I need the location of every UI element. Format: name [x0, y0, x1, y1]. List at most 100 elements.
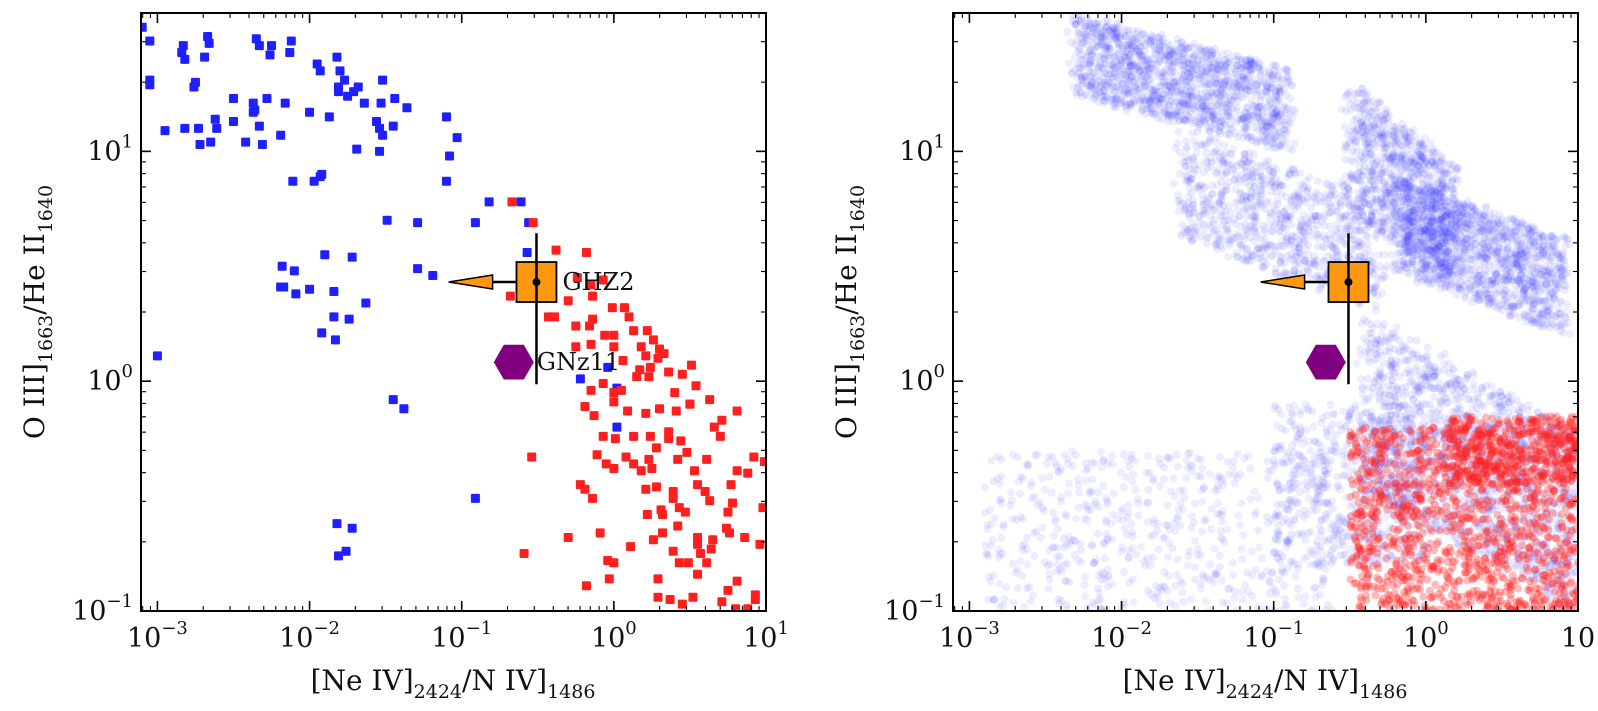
blue-model-grid-point — [1162, 52, 1171, 61]
blue-model-grid-point — [1134, 59, 1143, 68]
blue-model-grid-point — [1241, 76, 1250, 85]
blue-model-grid-point — [1154, 33, 1163, 42]
blue-model-grid-point — [1274, 127, 1283, 136]
blue-model-grid-point — [1275, 89, 1284, 98]
blue-model-grid-point — [1094, 67, 1103, 76]
blue-model-grid-point — [1424, 160, 1433, 169]
red-models-point — [601, 459, 611, 469]
blue-model-grid-point — [1147, 107, 1156, 116]
blue-model-grid-point — [1083, 13, 1092, 22]
blue-model-grid-point — [1270, 132, 1279, 141]
blue-models-point — [265, 50, 275, 60]
blue-model-grid-point — [1429, 170, 1438, 179]
blue-model-grid-point — [1275, 228, 1284, 237]
blue-model-grid-point — [1182, 92, 1191, 101]
blue-model-grid-point — [1199, 196, 1208, 205]
red-models-point — [709, 422, 719, 432]
red-models-point — [645, 431, 655, 441]
blue-model-grid-point — [1115, 76, 1124, 85]
blue-model-grid-point — [1271, 95, 1280, 104]
blue-model-grid-point — [1245, 111, 1254, 120]
blue-model-grid-point — [1076, 30, 1085, 39]
red-models-point — [563, 296, 573, 306]
blue-model-grid-point — [1165, 82, 1174, 91]
blue-model-grid-point — [1263, 122, 1272, 131]
blue-model-grid-point — [1112, 50, 1121, 59]
blue-model-grid-point — [1108, 95, 1117, 104]
red-models-point — [651, 443, 661, 453]
red-models-point — [551, 245, 561, 255]
blue-model-grid-point — [1277, 74, 1286, 83]
blue-model-grid-point — [1250, 75, 1259, 84]
blue-model-grid-point — [1239, 128, 1248, 137]
blue-model-grid-point — [1351, 253, 1360, 262]
blue-model-grid-point — [1423, 372, 1432, 381]
blue-model-grid-point — [1075, 44, 1084, 53]
red-models-point — [673, 454, 683, 464]
blue-model-grid-point — [1166, 76, 1175, 85]
blue-model-grid-point — [1158, 72, 1167, 81]
blue-model-grid-point — [1105, 48, 1114, 57]
gnz11-hexagon-icon — [493, 344, 534, 380]
blue-model-grid-point — [1160, 99, 1169, 108]
blue-model-grid-point — [1420, 364, 1429, 373]
blue-model-grid-point — [1098, 40, 1107, 49]
blue-model-grid-point — [1271, 62, 1280, 71]
blue-model-grid-point — [1161, 71, 1170, 80]
blue-model-grid-point — [1420, 169, 1429, 178]
blue-model-grid-point — [1197, 104, 1206, 113]
blue-model-grid-point — [1148, 86, 1157, 95]
blue-model-grid-point — [1175, 117, 1184, 126]
blue-model-grid-point — [1180, 116, 1189, 125]
blue-model-grid-point — [1376, 98, 1385, 107]
blue-model-grid-point — [1124, 87, 1133, 96]
blue-model-grid-point — [1395, 358, 1404, 367]
red-models-point — [563, 532, 573, 542]
blue-model-grid-point — [1148, 95, 1157, 104]
blue-model-grid-point — [1198, 101, 1207, 110]
blue-model-grid-point — [1080, 22, 1089, 31]
blue-model-grid-point — [1071, 40, 1080, 49]
blue-model-grid-point — [1276, 141, 1285, 150]
blue-model-grid-point — [1113, 23, 1122, 32]
blue-model-grid-point — [1135, 85, 1144, 94]
blue-model-grid-point — [1227, 113, 1236, 122]
blue-model-grid-point — [1226, 149, 1235, 158]
blue-model-grid-point — [1179, 90, 1188, 99]
blue-model-grid-point — [1206, 80, 1215, 89]
blue-model-grid-point — [1240, 115, 1249, 124]
blue-model-grid-point — [1258, 122, 1267, 131]
blue-model-grid-point — [1198, 65, 1207, 74]
blue-model-grid-point — [1127, 102, 1136, 111]
blue-model-grid-point — [1269, 139, 1278, 148]
x-tick-label: 10−1 — [431, 618, 492, 654]
blue-model-grid-point — [1112, 96, 1121, 105]
blue-model-grid-point — [1167, 62, 1176, 71]
blue-model-grid-point — [1126, 49, 1135, 58]
red-models-point — [685, 399, 695, 409]
blue-model-grid-point — [1376, 261, 1385, 270]
blue-model-grid-point — [1260, 135, 1269, 144]
blue-model-grid-point — [1258, 126, 1267, 135]
blue-model-grid-point — [1360, 97, 1369, 106]
blue-model-grid-point — [1124, 26, 1133, 35]
blue-model-grid-point — [1386, 141, 1395, 150]
blue-model-grid-point — [1098, 32, 1107, 41]
blue-model-grid-point — [1265, 213, 1274, 222]
red-models-point — [642, 326, 652, 336]
blue-model-grid-point — [1185, 43, 1194, 52]
blue-model-grid-point — [1166, 45, 1175, 54]
blue-model-grid-point — [1152, 96, 1161, 105]
blue-model-grid-point — [1224, 178, 1233, 187]
blue-model-grid-point — [1183, 76, 1192, 85]
blue-model-grid-point — [1112, 93, 1121, 102]
blue-models-point — [291, 289, 301, 299]
blue-model-grid-point — [1255, 102, 1264, 111]
blue-model-grid-point — [1184, 53, 1193, 62]
blue-model-grid-point — [1240, 123, 1249, 132]
blue-models-point — [200, 52, 210, 62]
blue-model-grid-point — [1146, 99, 1155, 108]
blue-model-grid-point — [1248, 173, 1257, 182]
blue-model-grid-point — [1122, 75, 1131, 84]
blue-model-grid-point — [1246, 60, 1255, 69]
